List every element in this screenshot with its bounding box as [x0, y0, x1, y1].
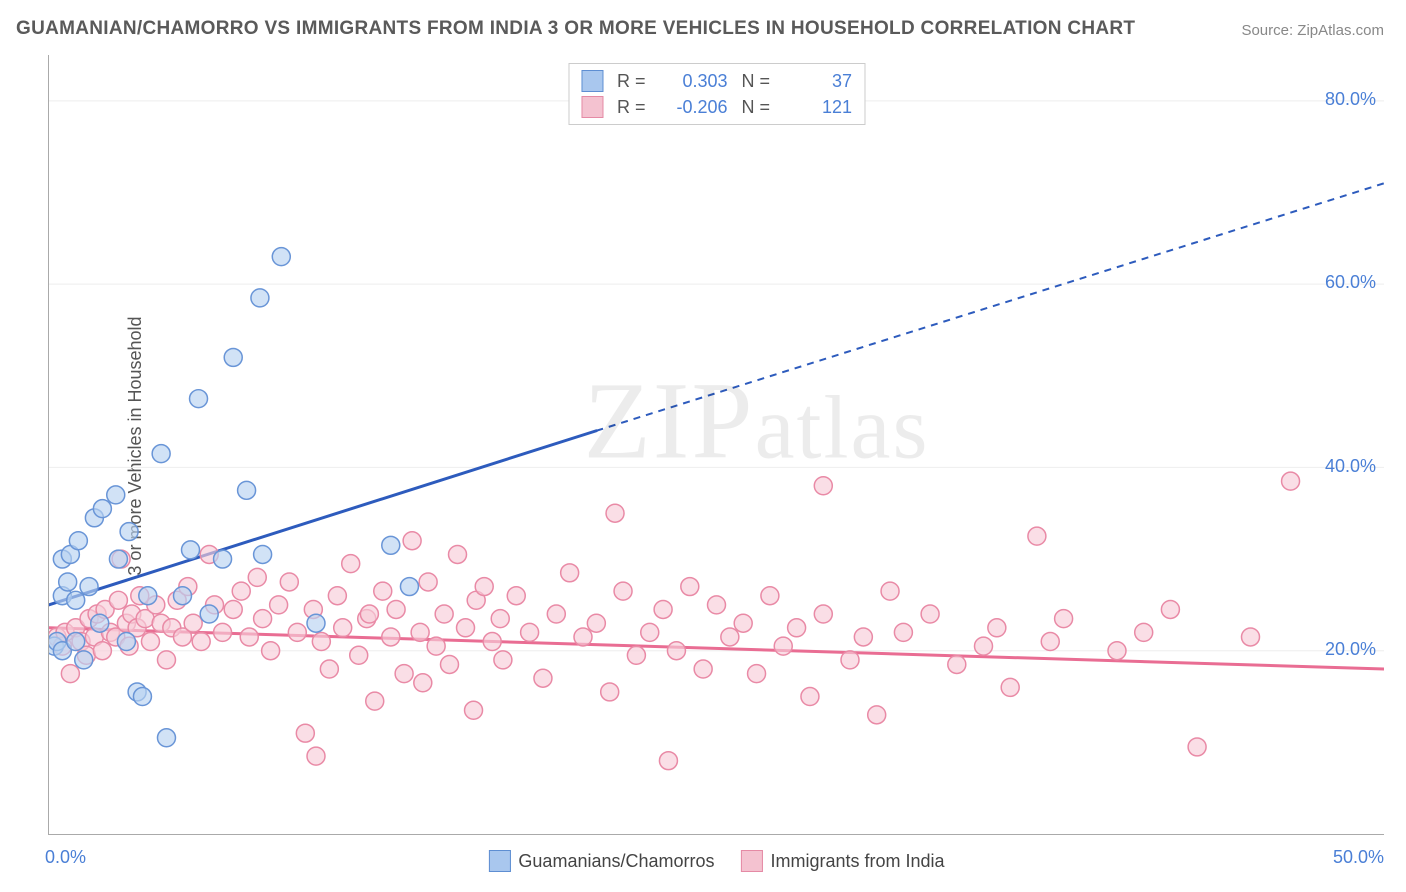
legend-swatch-blue: [488, 850, 510, 872]
stats-legend-row-blue: R = 0.303 N = 37: [581, 68, 852, 94]
stats-legend: R = 0.303 N = 37 R = -0.206 N = 121: [568, 63, 865, 125]
n-label: N =: [742, 94, 771, 120]
legend-label-blue: Guamanians/Chamorros: [518, 851, 714, 872]
legend-swatch-blue: [581, 70, 603, 92]
x-tick-label: 0.0%: [45, 847, 86, 868]
y-tick-label: 60.0%: [1325, 272, 1376, 293]
r-value-pink: -0.206: [656, 94, 728, 120]
plot-area: ZIPatlas R = 0.303 N = 37 R = -0.206 N =…: [48, 55, 1384, 835]
scatter-chart: [49, 55, 1384, 834]
r-value-blue: 0.303: [656, 68, 728, 94]
y-tick-label: 20.0%: [1325, 639, 1376, 660]
chart-title: GUAMANIAN/CHAMORRO VS IMMIGRANTS FROM IN…: [16, 18, 1135, 40]
series-legend: Guamanians/Chamorros Immigrants from Ind…: [488, 850, 944, 872]
n-value-blue: 37: [780, 68, 852, 94]
y-tick-label: 80.0%: [1325, 89, 1376, 110]
n-label: N =: [742, 68, 771, 94]
source-label: Source: ZipAtlas.com: [1241, 22, 1384, 39]
y-tick-label: 40.0%: [1325, 456, 1376, 477]
legend-item-blue: Guamanians/Chamorros: [488, 850, 714, 872]
legend-label-pink: Immigrants from India: [771, 851, 945, 872]
legend-item-pink: Immigrants from India: [741, 850, 945, 872]
chart-page: GUAMANIAN/CHAMORRO VS IMMIGRANTS FROM IN…: [0, 0, 1406, 892]
n-value-pink: 121: [780, 94, 852, 120]
r-label: R =: [617, 68, 646, 94]
x-tick-label: 50.0%: [1333, 847, 1384, 868]
stats-legend-row-pink: R = -0.206 N = 121: [581, 94, 852, 120]
legend-swatch-pink: [741, 850, 763, 872]
legend-swatch-pink: [581, 96, 603, 118]
r-label: R =: [617, 94, 646, 120]
